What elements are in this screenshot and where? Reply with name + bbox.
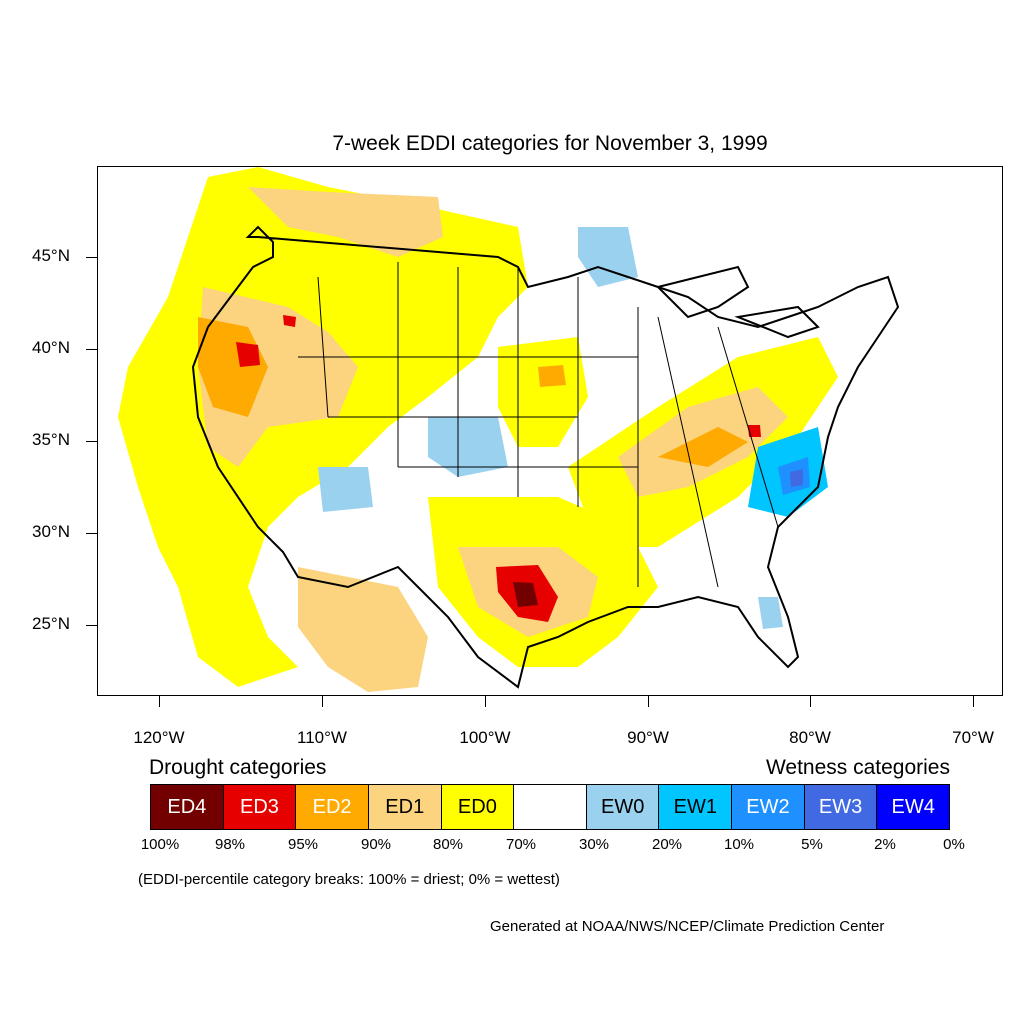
great-lakes bbox=[656, 265, 820, 339]
legend-colorbar: ED4 ED3 ED2 ED1 ED0 EW0 EW1 EW2 EW3 EW4 bbox=[150, 784, 950, 830]
legend-box-ew1: EW1 bbox=[659, 785, 733, 829]
percent-break: 0% bbox=[943, 836, 965, 853]
ed2-ohio bbox=[658, 427, 748, 467]
legend-label: EW2 bbox=[746, 795, 790, 818]
lon-tick bbox=[159, 696, 160, 707]
percent-break: 70% bbox=[505, 836, 537, 853]
legend-box-ew4: EW4 bbox=[877, 785, 950, 829]
legend-label: ED1 bbox=[385, 795, 425, 818]
lon-label: 90°W bbox=[627, 728, 669, 747]
legend-box-normal bbox=[514, 785, 587, 829]
percent-break: 100% bbox=[140, 836, 180, 853]
ew0-upper-midwest bbox=[578, 227, 638, 287]
legend-label: EW1 bbox=[673, 795, 717, 818]
ed0-plains bbox=[498, 337, 588, 447]
legend-label: ED3 bbox=[240, 795, 279, 818]
lon-label: 110°W bbox=[297, 728, 347, 747]
ed2-california bbox=[198, 317, 268, 417]
wetness-heading: Wetness categories bbox=[765, 756, 950, 779]
lon-tick bbox=[322, 696, 323, 707]
ed3-idaho bbox=[283, 315, 296, 327]
lon-tick bbox=[485, 696, 486, 707]
percent-break: 20% bbox=[651, 836, 683, 853]
drought-heading: Drought categories bbox=[149, 756, 327, 779]
map-title: 7-week EDDI categories for November 3, 1… bbox=[332, 132, 768, 155]
lon-label: 120°W bbox=[133, 728, 185, 747]
legend-box-ed3: ED3 bbox=[223, 785, 297, 829]
ed2-nebraska bbox=[538, 365, 566, 387]
lat-tick bbox=[86, 533, 97, 534]
percent-break: 90% bbox=[360, 836, 392, 853]
percent-break: 2% bbox=[874, 836, 896, 853]
legend-box-ew3: EW3 bbox=[804, 785, 878, 829]
legend-box-ew2: EW2 bbox=[732, 785, 805, 829]
legend-label: ED2 bbox=[312, 795, 352, 818]
legend-label: ED0 bbox=[457, 795, 497, 818]
lat-tick bbox=[86, 349, 97, 350]
lon-label: 70°W bbox=[952, 728, 994, 747]
lat-tick bbox=[86, 441, 97, 442]
category-note: (EDDI-percentile category breaks: 100% =… bbox=[138, 871, 560, 888]
ed1-southwest bbox=[298, 567, 428, 692]
state-lines bbox=[298, 262, 779, 588]
eddi-map bbox=[97, 166, 1003, 696]
legend-box-ed0: ED0 bbox=[441, 785, 515, 829]
ew0-arizona bbox=[318, 467, 373, 512]
percent-break: 98% bbox=[214, 836, 246, 853]
legend-label: EW4 bbox=[891, 795, 935, 818]
ew0-kansas bbox=[428, 417, 508, 477]
lat-tick bbox=[86, 257, 97, 258]
percent-break: 10% bbox=[723, 836, 755, 853]
percent-break: 30% bbox=[578, 836, 610, 853]
lat-label: 30°N bbox=[32, 522, 70, 541]
legend-label: ED4 bbox=[167, 795, 207, 818]
legend-box-ed1: ED1 bbox=[368, 785, 442, 829]
lon-label: 80°W bbox=[789, 728, 831, 747]
us-outline bbox=[191, 225, 900, 689]
lon-label: 100°W bbox=[459, 728, 511, 747]
lon-tick bbox=[810, 696, 811, 707]
ed3-nevada bbox=[236, 342, 260, 367]
lon-tick bbox=[973, 696, 974, 707]
legend-box-ew0: EW0 bbox=[586, 785, 660, 829]
credit-line: Generated at NOAA/NWS/NCEP/Climate Predi… bbox=[490, 918, 885, 935]
percent-break: 80% bbox=[432, 836, 464, 853]
ew3-carolina bbox=[790, 469, 803, 487]
lon-tick bbox=[648, 696, 649, 707]
map-canvas bbox=[118, 167, 900, 692]
lat-label: 40°N bbox=[32, 338, 70, 357]
boundary-layer bbox=[191, 225, 900, 689]
lat-label: 35°N bbox=[32, 430, 70, 449]
legend-box-ed4: ED4 bbox=[151, 785, 224, 829]
lat-tick bbox=[86, 625, 97, 626]
ed3-appalachia bbox=[748, 425, 761, 437]
percent-break: 95% bbox=[287, 836, 319, 853]
percent-break: 5% bbox=[801, 836, 823, 853]
ed1-northwest bbox=[248, 187, 443, 257]
lat-label: 45°N bbox=[32, 246, 70, 265]
field-layer bbox=[118, 167, 838, 692]
lat-label: 25°N bbox=[32, 614, 70, 633]
ew0-florida bbox=[758, 597, 783, 629]
legend-label: EW0 bbox=[600, 795, 645, 818]
legend-box-ed2: ED2 bbox=[296, 785, 369, 829]
legend-label: EW3 bbox=[818, 795, 863, 818]
ed4-texas bbox=[513, 582, 538, 607]
